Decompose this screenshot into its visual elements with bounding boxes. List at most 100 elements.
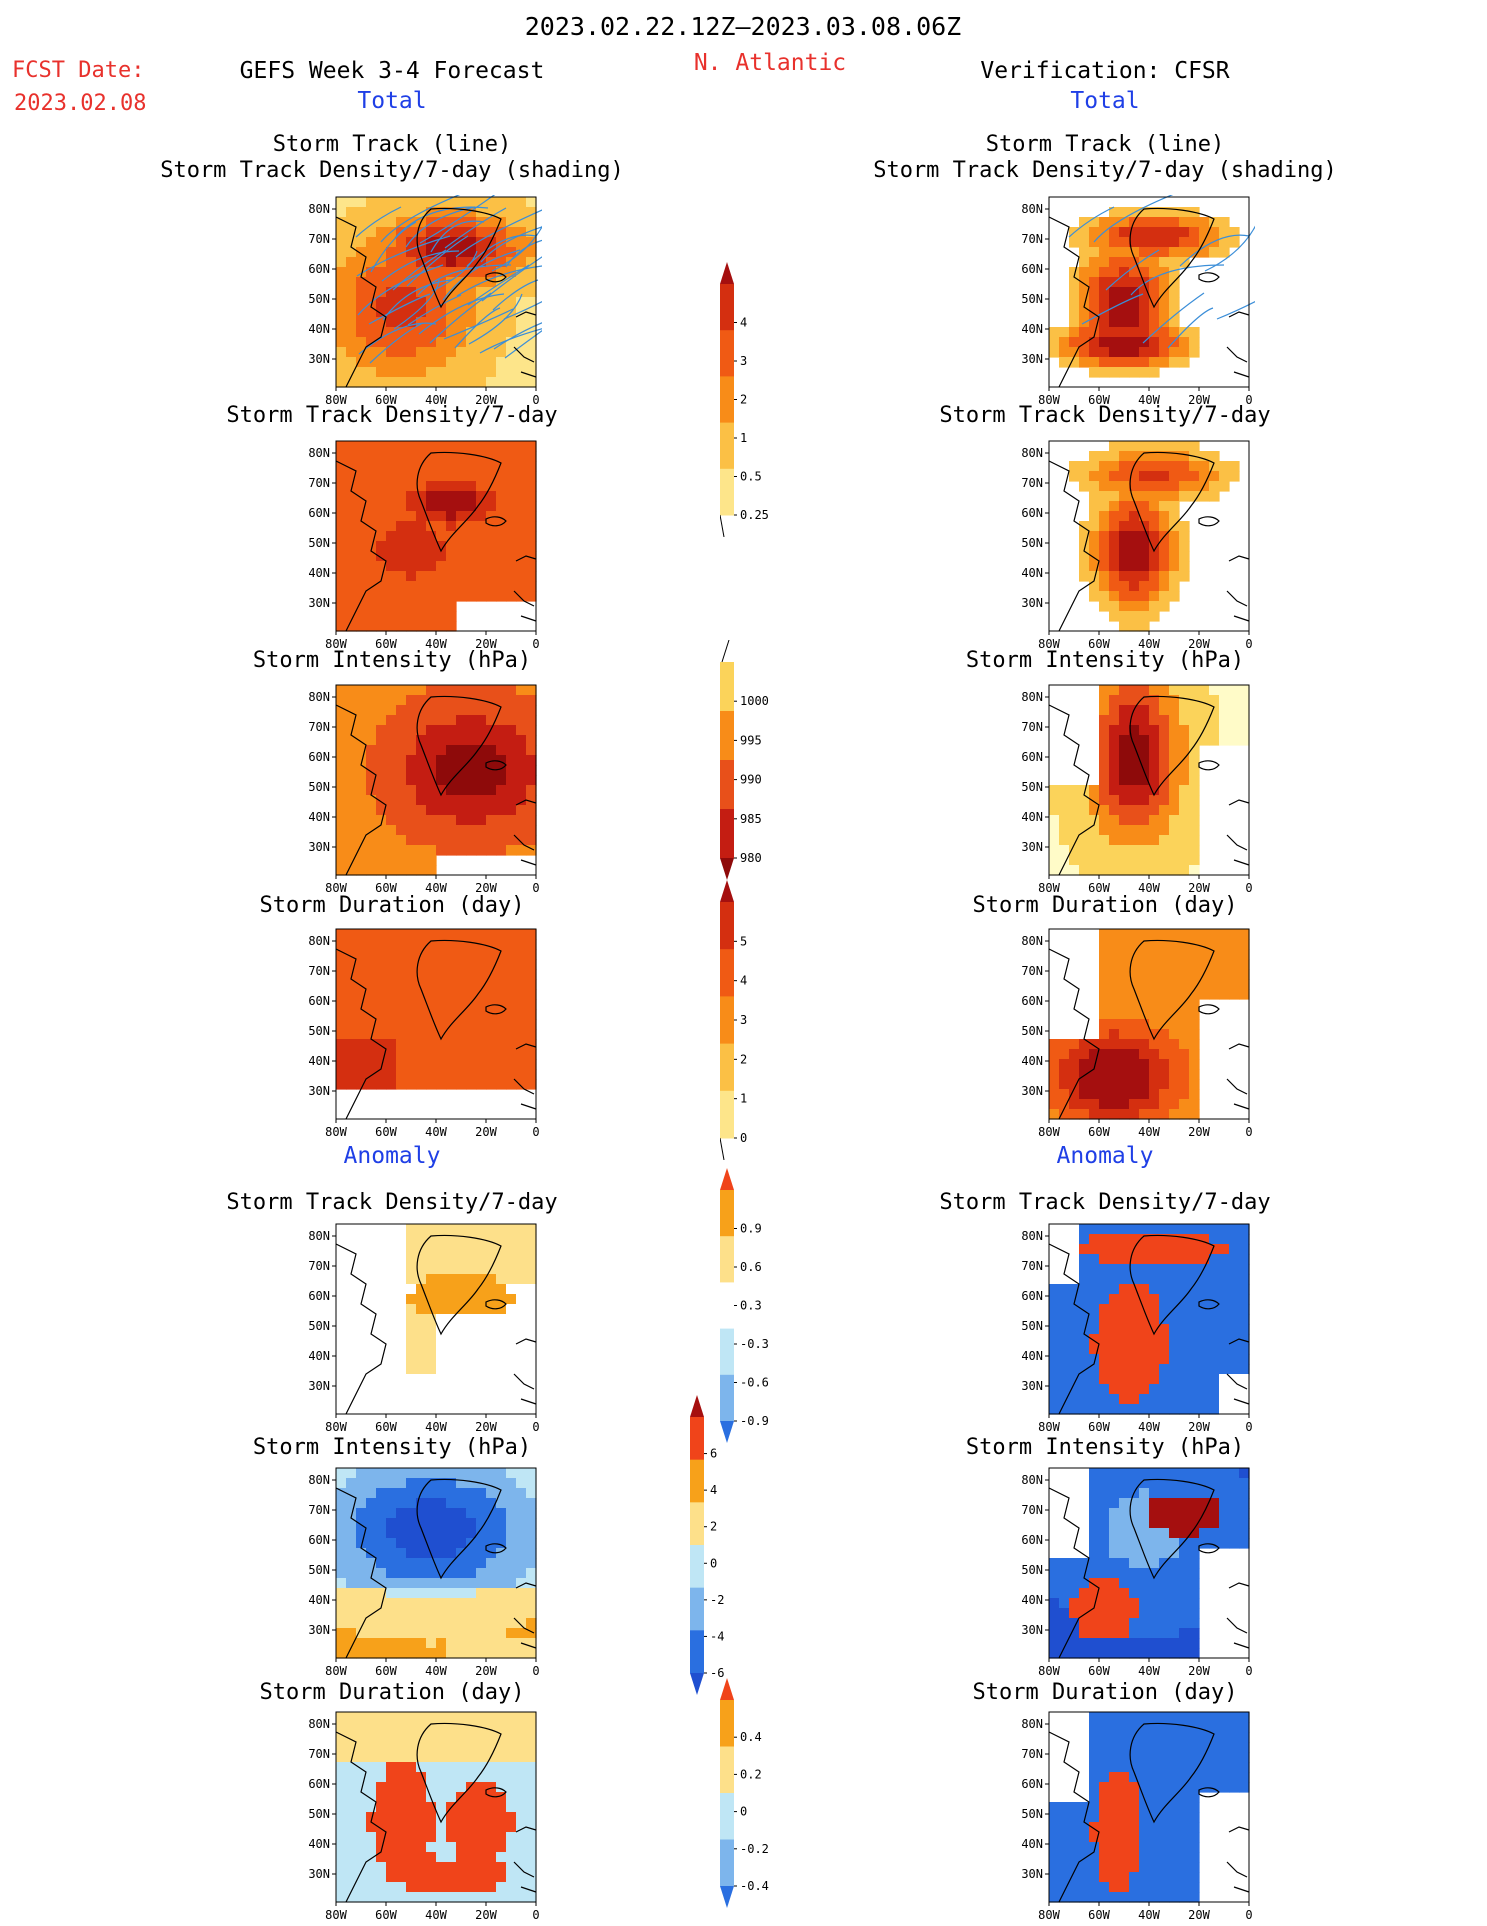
- grid-cell: [1159, 949, 1170, 960]
- grid-cell: [1169, 531, 1180, 542]
- grid-cell: [1139, 1618, 1150, 1629]
- grid-cell: [336, 1782, 347, 1793]
- grid-cell: [406, 1364, 417, 1375]
- grid-cell: [376, 1498, 387, 1509]
- grid-cell: [1099, 865, 1110, 876]
- grid-cell: [1159, 1079, 1170, 1090]
- grid-cell: [1149, 1109, 1160, 1120]
- grid-cell: [1219, 1274, 1230, 1285]
- grid-cell: [1219, 217, 1230, 228]
- grid-cell: [506, 795, 517, 806]
- grid-cell: [416, 1069, 427, 1080]
- grid-cell: [1119, 1089, 1130, 1100]
- lat-tick-label: 30N: [308, 596, 330, 610]
- grid-cell: [396, 1842, 407, 1853]
- grid-cell: [1189, 1752, 1200, 1763]
- grid-cell: [466, 825, 477, 836]
- grid-cell: [356, 1404, 367, 1415]
- grid-cell: [1209, 1344, 1220, 1355]
- grid-cell: [336, 785, 347, 796]
- grid-cell: [1159, 297, 1170, 308]
- grid-cell: [346, 1374, 357, 1385]
- grid-cell: [1139, 1264, 1150, 1275]
- grid-cell: [1169, 1334, 1180, 1345]
- grid-cell: [336, 1578, 347, 1589]
- grid-cell: [336, 1364, 347, 1375]
- grid-cell: [1099, 979, 1110, 990]
- grid-cell: [1179, 327, 1190, 338]
- grid-cell: [436, 745, 447, 756]
- grid-cell: [496, 571, 507, 582]
- grid-cell: [1149, 561, 1160, 572]
- grid-cell: [1059, 1344, 1070, 1355]
- lon-tick-label: 0: [1245, 1908, 1252, 1922]
- grid-cell: [376, 357, 387, 368]
- grid-cell: [1049, 1892, 1060, 1903]
- grid-cell: [1159, 327, 1170, 338]
- grid-cell: [1239, 1752, 1250, 1763]
- grid-cell: [506, 755, 517, 766]
- grid-cell: [1179, 765, 1190, 776]
- grid-cell: [506, 581, 517, 592]
- lon-tick-label: 60W: [1088, 1420, 1110, 1434]
- grid-cell: [416, 1304, 427, 1315]
- grid-cell: [446, 815, 457, 826]
- grid-cell: [1099, 795, 1110, 806]
- grid-cell: [1159, 1862, 1170, 1873]
- grid-cell: [466, 357, 477, 368]
- grid-cell: [476, 1608, 487, 1619]
- grid-cell: [376, 1802, 387, 1813]
- grid-cell: [1079, 1872, 1090, 1883]
- grid-cell: [1169, 775, 1180, 786]
- grid-cell: [516, 317, 527, 328]
- grid-cell: [1149, 471, 1160, 482]
- grid-cell: [336, 287, 347, 298]
- grid-cell: [1239, 1528, 1250, 1539]
- grid-cell: [336, 277, 347, 288]
- grid-cell: [1109, 1712, 1120, 1723]
- grid-cell: [1109, 501, 1120, 512]
- grid-cell: [1089, 1712, 1100, 1723]
- grid-cell: [1179, 979, 1190, 990]
- grid-cell: [396, 1488, 407, 1499]
- grid-cell: [1239, 969, 1250, 980]
- grid-cell: [1129, 551, 1140, 562]
- grid-cell: [346, 297, 357, 308]
- grid-cell: [496, 1712, 507, 1723]
- grid-cell: [1099, 1628, 1110, 1639]
- grid-cell: [1199, 1752, 1210, 1763]
- grid-cell: [1129, 327, 1140, 338]
- grid-cell: [1099, 1109, 1110, 1120]
- grid-cell: [376, 1568, 387, 1579]
- grid-cell: [446, 501, 457, 512]
- grid-cell: [466, 1732, 477, 1743]
- grid-cell: [446, 337, 457, 348]
- grid-cell: [396, 1069, 407, 1080]
- grid-cell: [1119, 451, 1130, 462]
- grid-cell: [376, 765, 387, 776]
- grid-cell: [1169, 1264, 1180, 1275]
- grid-cell: [406, 1324, 417, 1335]
- grid-cell: [1169, 1099, 1180, 1110]
- grid-cell: [376, 1029, 387, 1040]
- lon-tick-label: 20W: [1188, 1664, 1210, 1678]
- grid-cell: [516, 491, 527, 502]
- grid-cell: [1079, 327, 1090, 338]
- grid-cell: [366, 1782, 377, 1793]
- lat-tick-label: 40N: [308, 810, 330, 824]
- grid-cell: [386, 1732, 397, 1743]
- grid-cell: [516, 1742, 527, 1753]
- grid-cell: [1139, 591, 1150, 602]
- grid-cell: [486, 785, 497, 796]
- grid-cell: [1199, 725, 1210, 736]
- grid-cell: [1119, 1832, 1130, 1843]
- grid-cell: [466, 1234, 477, 1245]
- grid-cell: [1179, 1862, 1190, 1873]
- grid-cell: [446, 1842, 457, 1853]
- grid-cell: [1169, 1872, 1180, 1883]
- grid-cell: [1119, 1862, 1130, 1873]
- grid-cell: [506, 1498, 517, 1509]
- grid-cell: [456, 1618, 467, 1629]
- grid-cell: [1199, 1264, 1210, 1275]
- grid-cell: [1049, 1334, 1060, 1345]
